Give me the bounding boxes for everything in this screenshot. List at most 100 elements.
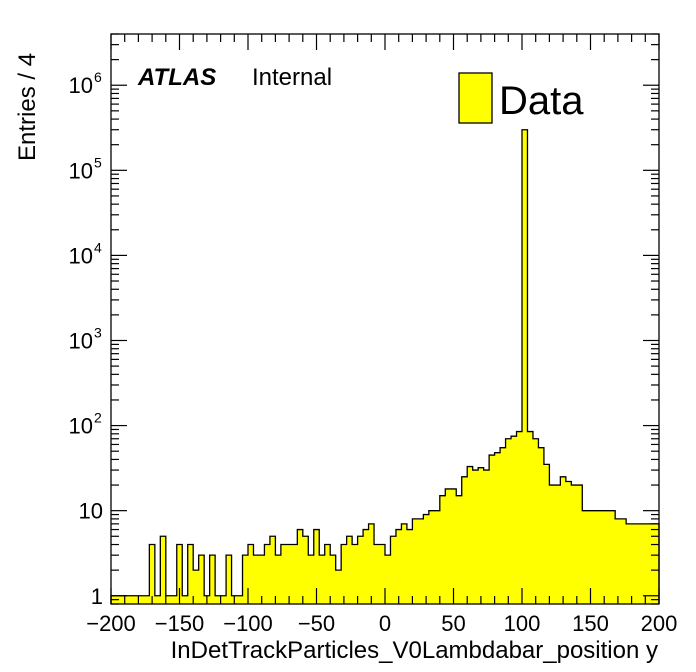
legend-swatch <box>458 72 493 124</box>
x-tick-label: 200 <box>641 611 678 636</box>
histogram-bar <box>324 544 331 604</box>
histogram-bar <box>182 595 189 604</box>
histogram-bar <box>248 544 254 604</box>
histogram-bar <box>483 470 490 604</box>
histogram-bar <box>187 544 194 604</box>
histogram-bar <box>253 555 260 604</box>
histogram-bar <box>439 495 446 604</box>
histogram-bar <box>368 523 375 604</box>
histogram-bar <box>275 555 282 604</box>
histogram-bar <box>242 555 249 604</box>
histogram-outline <box>110 129 660 604</box>
histogram-bar <box>522 129 528 605</box>
histogram-bar <box>626 523 632 604</box>
histogram-bar <box>406 529 413 604</box>
histogram-bar <box>620 518 627 604</box>
y-tick-label: 1 <box>91 584 103 609</box>
axis-ticks <box>110 33 660 605</box>
y-tick-label: 10 <box>69 158 93 183</box>
histogram-bar <box>489 455 495 604</box>
x-tick-label: −50 <box>298 611 335 636</box>
histogram-bar <box>587 510 594 604</box>
y-tick-label: 10 <box>69 414 93 439</box>
histogram-bar <box>171 595 178 604</box>
histogram-bar <box>286 544 293 604</box>
x-tick-label: −100 <box>223 611 273 636</box>
histogram-bar <box>193 570 200 604</box>
histogram-bar <box>615 518 622 604</box>
x-tick-label: 50 <box>441 611 465 636</box>
histogram-bar <box>280 544 287 604</box>
histogram-bar <box>648 523 654 604</box>
histogram-bar <box>598 510 605 604</box>
histogram-bar <box>637 523 643 604</box>
histogram-bar <box>604 510 611 604</box>
x-tick-label: 150 <box>572 611 609 636</box>
y-tick-label: 10 <box>69 328 93 353</box>
x-tick-label: 0 <box>379 611 391 636</box>
y-axis-title: Entries / 4 <box>14 53 41 161</box>
histogram-bar <box>176 544 183 604</box>
histogram-bar <box>423 514 430 604</box>
histogram-bar <box>543 464 550 604</box>
y-tick-exponent: 3 <box>94 324 102 340</box>
histogram-bar <box>209 555 216 604</box>
y-tick-label: 10 <box>69 73 93 98</box>
histogram-bar <box>143 595 150 604</box>
histogram-bar <box>434 510 441 604</box>
histogram-bar <box>478 467 485 604</box>
histogram-bar <box>560 476 567 604</box>
histogram-bar <box>461 476 468 604</box>
legend-label-data: Data <box>499 79 584 123</box>
histogram-bar <box>554 485 561 604</box>
histogram-bar <box>269 536 276 604</box>
histogram-bar <box>412 518 419 604</box>
histogram-bar <box>291 544 298 604</box>
histogram-bar <box>428 510 435 604</box>
histogram-bar <box>576 485 583 604</box>
histogram-bar <box>538 447 545 604</box>
histogram-bar <box>631 523 638 604</box>
internal-label: Internal <box>252 64 332 91</box>
histogram-bar <box>132 595 139 604</box>
x-tick-label: 100 <box>504 611 541 636</box>
histogram-bar <box>571 485 578 604</box>
histogram-bar <box>297 529 304 604</box>
histogram-bar <box>346 536 353 604</box>
histogram-bar <box>352 544 358 604</box>
histogram-bar <box>467 466 474 604</box>
x-axis-title: InDetTrackParticles_V0Lambdabar_position… <box>171 637 658 664</box>
histogram-bar <box>357 536 364 604</box>
histogram-bar <box>330 555 337 604</box>
histogram-bar <box>527 431 534 604</box>
histogram-bar <box>565 481 572 604</box>
histogram-bar <box>379 544 386 604</box>
histogram-bar <box>500 447 506 604</box>
y-tick-exponent: 5 <box>94 154 102 170</box>
histogram-bar <box>450 488 457 604</box>
histogram-bar <box>593 510 600 604</box>
histogram-bar <box>308 555 315 604</box>
histogram-bar <box>160 536 167 604</box>
histogram-bar <box>341 544 348 604</box>
histogram-bar <box>532 438 539 604</box>
histogram-bar <box>417 518 424 604</box>
x-tick-label: −200 <box>86 611 136 636</box>
histogram-bar <box>511 436 517 604</box>
histogram-layer <box>110 129 660 605</box>
histogram-bar <box>374 544 380 604</box>
histogram-bar <box>220 595 227 604</box>
histogram-bar <box>456 495 463 604</box>
histogram-bar <box>258 555 265 604</box>
histogram-bar <box>313 529 320 604</box>
histogram-bar <box>215 595 221 604</box>
histogram-bar <box>363 529 369 604</box>
histogram-bar <box>198 555 205 604</box>
histogram-bar <box>385 555 391 604</box>
y-tick-label: 10 <box>79 499 103 524</box>
histogram-bar <box>609 510 616 604</box>
histogram-bar <box>149 544 156 604</box>
histogram-bar <box>390 536 397 604</box>
